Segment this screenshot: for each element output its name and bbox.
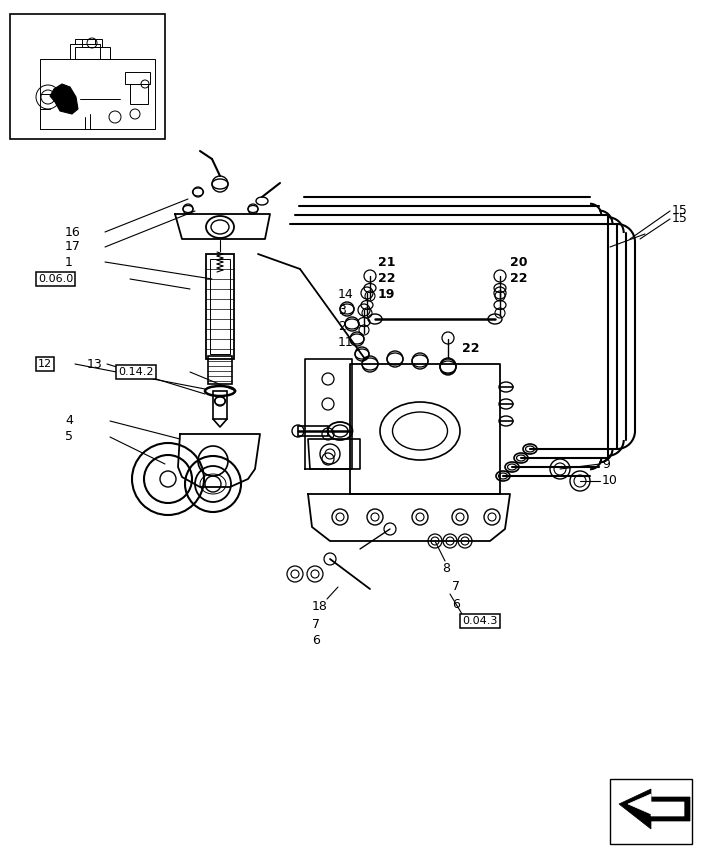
Bar	[208, 356, 232, 384]
Text: 7: 7	[312, 618, 320, 631]
Bar	[75, 47, 110, 59]
Bar	[130, 84, 148, 104]
Text: 21: 21	[378, 257, 395, 270]
Text: 13: 13	[87, 357, 103, 370]
Text: 22: 22	[510, 272, 527, 285]
Bar	[210, 259, 230, 354]
Text: 9: 9	[602, 458, 610, 471]
Text: 14: 14	[338, 289, 354, 302]
Polygon shape	[628, 794, 684, 816]
Bar	[10, 14, 165, 139]
Polygon shape	[619, 789, 690, 829]
Text: 10: 10	[602, 474, 618, 488]
Text: 16: 16	[65, 226, 81, 239]
Text: 18: 18	[312, 600, 328, 613]
Text: 20: 20	[510, 257, 527, 270]
Bar	[610, 779, 692, 844]
Text: 1: 1	[65, 255, 73, 269]
Text: 2: 2	[338, 320, 346, 333]
Text: 17: 17	[65, 241, 81, 253]
Text: 8: 8	[442, 563, 450, 576]
Text: 6: 6	[312, 635, 320, 648]
Text: 4: 4	[65, 415, 73, 428]
Bar	[213, 391, 227, 419]
Text: 0.14.2: 0.14.2	[118, 367, 154, 377]
Text: 12: 12	[38, 359, 52, 369]
Text: 6: 6	[452, 598, 460, 611]
Text: 19: 19	[378, 289, 395, 302]
Text: 3: 3	[338, 304, 346, 318]
Bar	[206, 254, 234, 359]
Bar	[82, 39, 102, 47]
Text: 11: 11	[338, 337, 354, 350]
Text: 22: 22	[462, 343, 479, 356]
Text: 5: 5	[65, 430, 73, 443]
Text: 0.04.3: 0.04.3	[462, 616, 498, 626]
Text: 0.06.0: 0.06.0	[38, 274, 73, 284]
Text: 15: 15	[672, 204, 688, 217]
Bar	[125, 72, 150, 84]
Polygon shape	[50, 84, 78, 114]
Text: 15: 15	[672, 211, 688, 224]
Bar	[298, 426, 328, 436]
Text: 22: 22	[378, 272, 395, 285]
Text: 7: 7	[452, 581, 460, 594]
